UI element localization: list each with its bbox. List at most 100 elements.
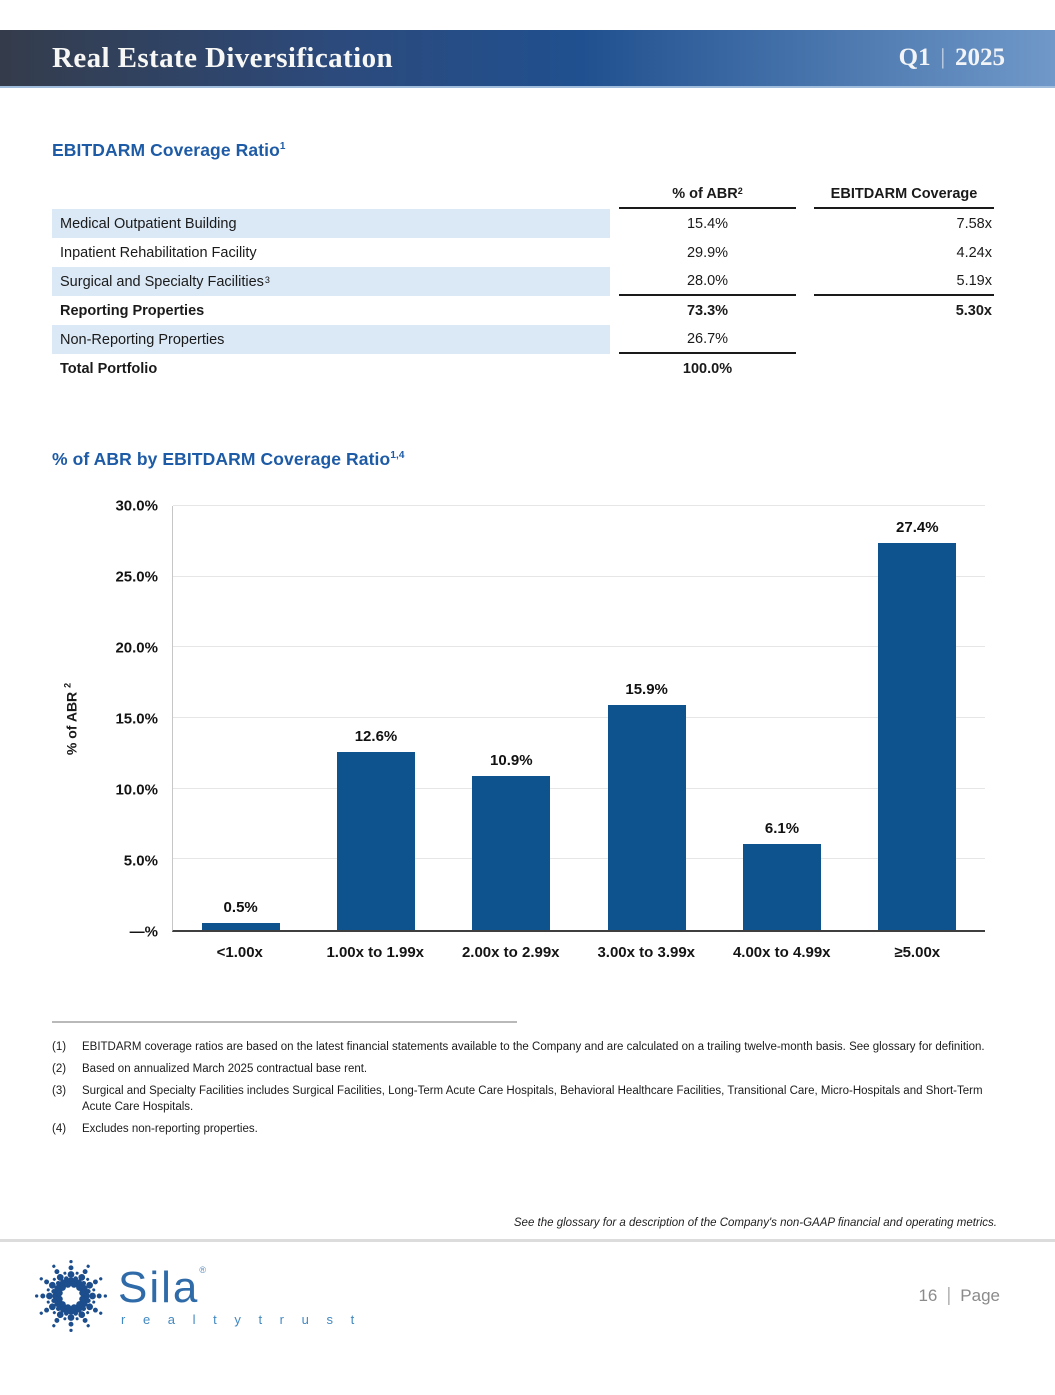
chart-plot-area: 0.5% 12.6% 10.9% 15.9% 6.1% 27.4% (172, 505, 985, 932)
row-label-cell: Non-Reporting Properties (52, 325, 610, 354)
gridline (173, 575, 985, 577)
table-row: Medical Outpatient Building 15.4% 7.58x (52, 209, 1003, 238)
chart-heading-footnote-ref: 1,4 (390, 450, 405, 462)
bar-value-label: 10.9% (490, 751, 533, 769)
row-footnote-ref: 3 (264, 274, 270, 285)
page-number-separator: | (946, 1285, 952, 1307)
footnote-text: Based on annualized March 2025 contractu… (82, 1063, 368, 1076)
y-axis-ticks: 30.0% 25.0% 20.0% 15.0% 10.0% 5.0% —% (90, 498, 172, 941)
row-label-cell: Reporting Properties (60, 302, 205, 319)
chart-section-heading: % of ABR by EBITDARM Coverage Ratio1,4 (52, 449, 405, 469)
table-row: Non-Reporting Properties 26.7% (52, 325, 1003, 354)
y-tick-label: 25.0% (115, 568, 158, 586)
footnote-item: (1) EBITDARM coverage ratios are based o… (52, 1039, 1003, 1055)
glossary-note: See the glossary for a description of th… (513, 1217, 997, 1230)
bar-value-label: 12.6% (354, 727, 398, 745)
table-row: Reporting Properties 73.3% 5.30x (52, 296, 1003, 325)
logo-tagline: r e a l t y t r u s t (121, 1311, 362, 1327)
x-tick-label: 1.00x to 1.99x (326, 944, 425, 961)
x-tick-label: 3.00x to 3.99x (597, 944, 696, 961)
x-tick-label: <1.00x (216, 944, 263, 961)
gridline (173, 505, 985, 506)
gridline (173, 717, 985, 718)
bar (742, 843, 821, 930)
report-period: Q1 | 2025 (899, 44, 1005, 72)
column-header-abr: % of ABR 2 (619, 186, 796, 209)
report-quarter: Q1 (898, 44, 931, 71)
bar (336, 751, 415, 930)
table-section-heading: EBITDARM Coverage Ratio1 (52, 140, 286, 160)
bar-value-label: 27.4% (896, 518, 939, 536)
period-separator: | (940, 44, 945, 69)
bar-slot: 27.4% (850, 506, 985, 930)
page-header-banner: Real Estate Diversification Q1 | 2025 (0, 30, 1055, 88)
heading-footnote-ref: 1 (279, 141, 286, 153)
bar-slot: 6.1% (714, 506, 849, 930)
ebitdarm-coverage-table: % of ABR 2 EBITDARM Coverage Medical Outp… (52, 177, 1003, 383)
row-abr-value: 15.4% (686, 215, 729, 232)
row-coverage-value (814, 325, 994, 354)
y-tick-label: 15.0% (115, 710, 158, 728)
bar-slot: 15.9% (579, 506, 714, 930)
x-axis-labels: <1.00x 1.00x to 1.99x 2.00x to 2.99x 3.00x … (172, 944, 985, 961)
footnote-item: (4) Excludes non-reporting properties. (52, 1121, 1003, 1137)
sila-logo-starburst-icon (35, 1260, 107, 1333)
row-label-cell: Inpatient Rehabilitation Facility (60, 244, 257, 261)
bar (472, 775, 551, 930)
bar-value-label: 15.9% (625, 681, 668, 699)
bar-value-label: 0.5% (223, 898, 258, 916)
bar-slot: 12.6% (308, 506, 443, 930)
row-coverage-value: 7.58x (956, 215, 992, 232)
table-row: Inpatient Rehabilitation Facility 29.9% … (52, 238, 1003, 267)
y-tick-label: —% (129, 923, 158, 941)
row-abr-value: 29.9% (686, 244, 729, 261)
table-header-row: % of ABR 2 EBITDARM Coverage (52, 177, 1003, 209)
page-title: Real Estate Diversification (52, 41, 394, 74)
footnote-text: Excludes non-reporting properties. (82, 1123, 258, 1136)
footnote-divider (52, 1021, 517, 1023)
row-abr-value: 100.0% (682, 360, 733, 377)
footnote-item: (3) Surgical and Specialty Facilities in… (52, 1083, 1003, 1115)
row-coverage-value (814, 354, 994, 383)
column-footnote-ref: 2 (737, 186, 743, 196)
column-header-coverage: EBITDARM Coverage (814, 186, 994, 209)
footnotes-list: (1) EBITDARM coverage ratios are based o… (52, 1039, 1003, 1137)
y-tick-label: 20.0% (115, 639, 158, 657)
footnote-item: (2) Based on annualized March 2025 contr… (52, 1061, 1003, 1077)
footnote-number: (4) (52, 1123, 67, 1136)
x-tick-label: ≥5.00x (894, 944, 941, 961)
table-row: Surgical and Specialty Facilities 3 28.0%… (52, 267, 1003, 296)
page-number: 16 | Page (918, 1285, 1000, 1307)
y-tick-label: 5.0% (123, 852, 158, 870)
row-label-cell: Surgical and Specialty Facilities 3 (52, 267, 610, 296)
sila-logo: Sila® r e a l t y t r u s t (30, 1255, 361, 1337)
footnote-text: Surgical and Specialty Facilities includ… (82, 1085, 983, 1114)
row-abr-value: 26.7% (619, 325, 796, 354)
page-footer: Sila® r e a l t y t r u s t 16 | Page (0, 1254, 1055, 1338)
footnote-text: EBITDARM coverage ratios are based on th… (82, 1041, 985, 1053)
registered-mark: ® (199, 1264, 209, 1275)
footer-divider (0, 1239, 1055, 1243)
bar-slot: 10.9% (444, 506, 579, 930)
bar-slot: 0.5% (173, 506, 308, 930)
y-axis-label: % of ABR 2 (62, 682, 80, 756)
footnote-number: (2) (52, 1063, 67, 1076)
row-coverage-value: 5.30x (955, 302, 992, 319)
row-label-cell: Total Portfolio (60, 360, 158, 377)
gridline (173, 646, 985, 648)
table-row: Total Portfolio 100.0% (52, 354, 1003, 383)
row-abr-value: 73.3% (686, 302, 729, 319)
footnote-number: (3) (52, 1085, 67, 1098)
report-year: 2025 (955, 44, 1005, 71)
gridline (173, 787, 985, 789)
row-abr-value: 28.0% (619, 267, 796, 296)
x-tick-label: 4.00x to 4.99x (732, 944, 831, 961)
y-tick-label: 10.0% (115, 781, 158, 799)
abr-coverage-chart: % of ABR by EBITDARM Coverage Ratio1,4 %… (52, 449, 985, 961)
bar (878, 542, 957, 930)
x-tick-label: 2.00x to 2.99x (461, 944, 560, 961)
table-body: Medical Outpatient Building 15.4% 7.58x … (52, 209, 1003, 383)
row-coverage-value: 4.24x (956, 244, 992, 261)
row-coverage-value: 5.19x (814, 267, 994, 296)
bar (607, 705, 686, 930)
